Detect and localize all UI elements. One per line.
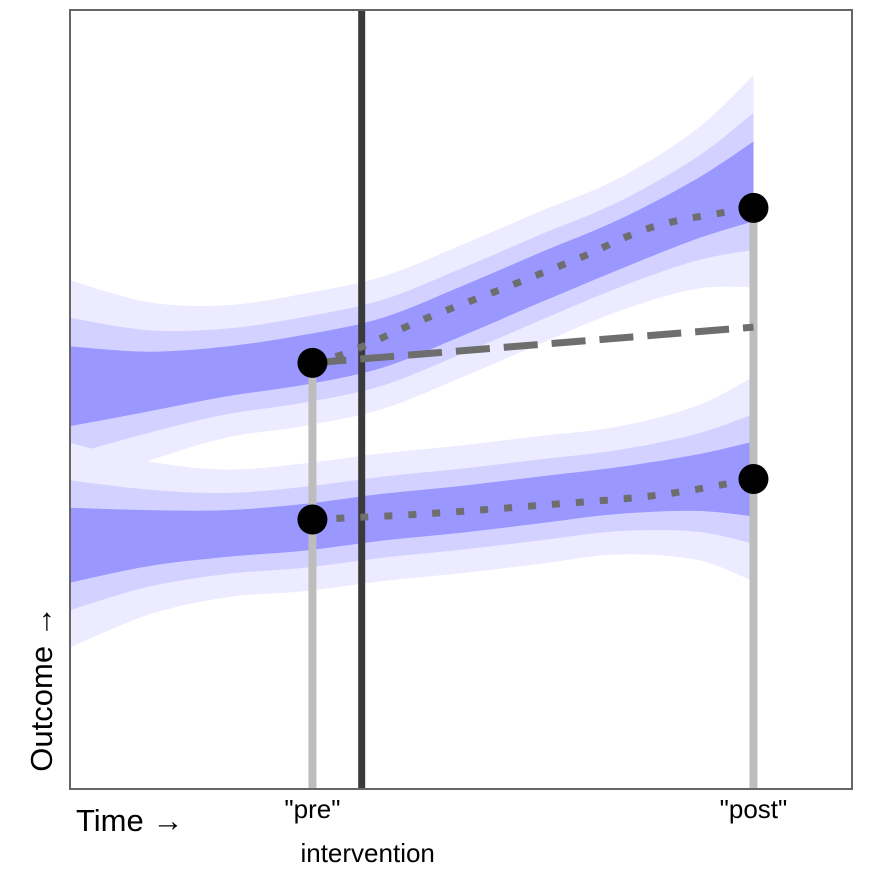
plot-frame: [69, 9, 853, 790]
confidence-band-upper-3: [70, 141, 754, 427]
x-tick-label: "post": [720, 794, 788, 824]
x-axis-label: Time →: [76, 803, 183, 838]
x-tick-labels: "pre" "post": [284, 794, 787, 824]
timepoint-stems: [308, 207, 758, 789]
data-points: [297, 192, 769, 535]
data-point-lower: [297, 504, 328, 535]
series-lines: [311, 204, 755, 523]
intervention-label: intervention: [300, 838, 434, 868]
dashed-line-upper: [312, 323, 754, 367]
data-point-upper: [297, 347, 328, 378]
y-axis-label: Outcome →: [24, 606, 59, 771]
data-point-upper: [738, 192, 769, 223]
data-point-lower: [738, 463, 769, 494]
x-tick-label: "pre": [284, 794, 340, 824]
